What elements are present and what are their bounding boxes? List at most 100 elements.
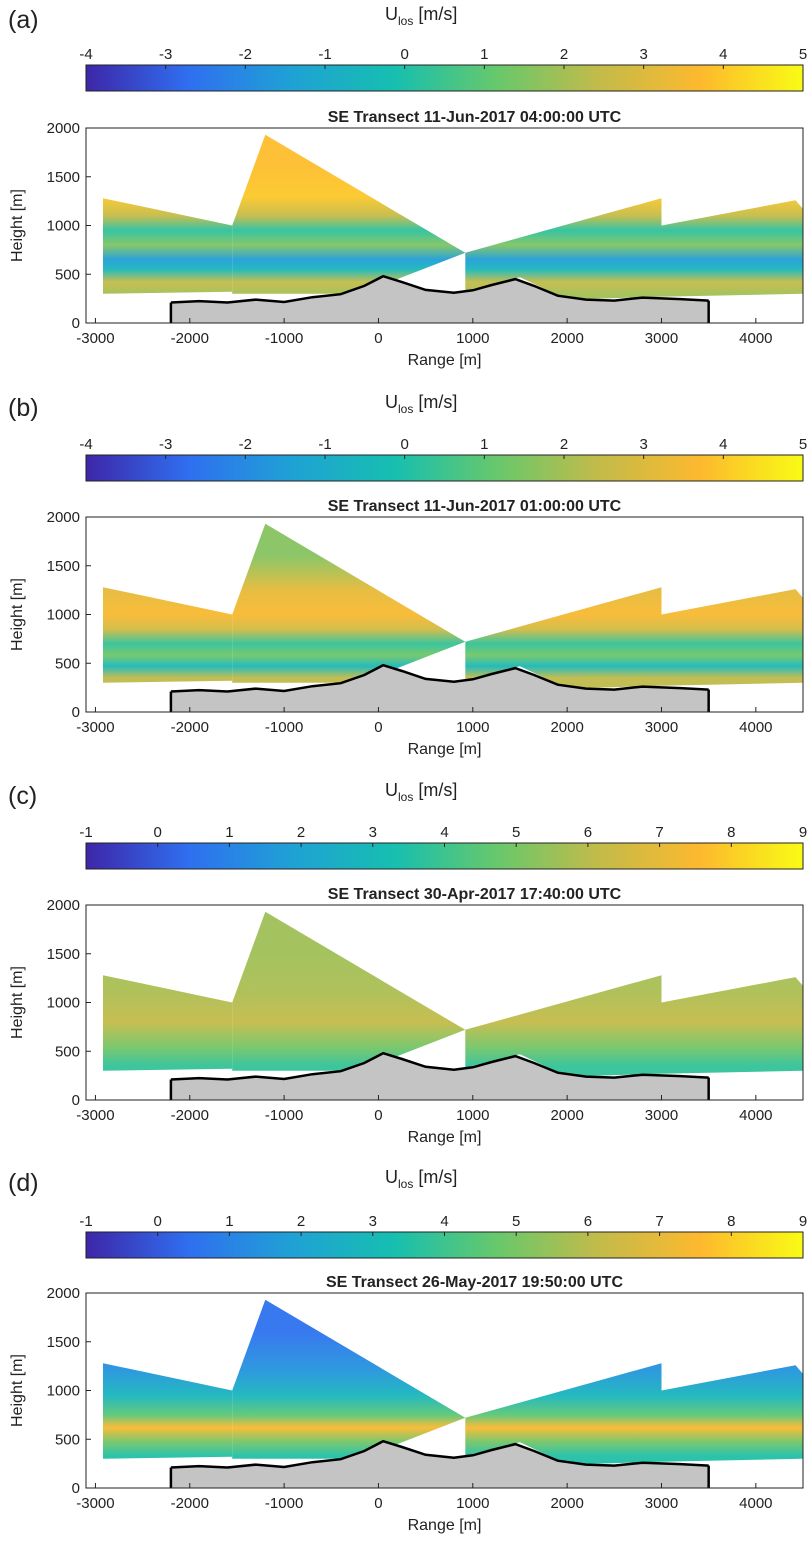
scan-sector bbox=[661, 1365, 803, 1462]
x-tick-label: -1000 bbox=[265, 1107, 303, 1124]
panel-label: (b) bbox=[8, 394, 39, 422]
x-tick-label: -2000 bbox=[171, 330, 209, 347]
colorbar-title: Ulos [m/s] bbox=[385, 1167, 457, 1191]
colorbar-tick-label: -1 bbox=[79, 1213, 92, 1230]
x-tick-label: 4000 bbox=[739, 1495, 772, 1512]
colorbar-tick-label: 1 bbox=[225, 824, 233, 841]
scan-sector bbox=[232, 1299, 466, 1459]
x-axis-label: Range [m] bbox=[408, 1517, 482, 1534]
colorbar-tick-label: 2 bbox=[297, 1213, 305, 1230]
y-tick-label: 1000 bbox=[47, 607, 80, 624]
y-axis-label: Height [m] bbox=[9, 189, 26, 262]
colorbar-tick-label: 8 bbox=[727, 1213, 735, 1230]
terrain bbox=[170, 1053, 709, 1100]
y-tick-label: 0 bbox=[72, 704, 80, 721]
scan-sector bbox=[661, 977, 803, 1074]
x-tick-label: 4000 bbox=[739, 1107, 772, 1124]
colorbar-tick-label: -1 bbox=[318, 436, 331, 453]
plot-title: SE Transect 26-May-2017 19:50:00 UTC bbox=[326, 1274, 623, 1291]
colorbar-tick-label: 3 bbox=[639, 436, 647, 453]
panel-d: (d) Ulos [m/s] -1 0 1 2 3 4 5 6 7 8 9 SE Transect 26-… bbox=[8, 1167, 807, 1534]
x-axis-label: Range [m] bbox=[408, 1129, 482, 1146]
y-tick-label: 1000 bbox=[47, 995, 80, 1012]
colorbar bbox=[85, 454, 804, 482]
colorbar-title: Ulos [m/s] bbox=[385, 780, 457, 804]
colorbar-tick-label: -1 bbox=[79, 824, 92, 841]
y-tick-label: 1500 bbox=[47, 558, 80, 575]
terrain-outline bbox=[170, 663, 709, 693]
colorbar-tick-label: 7 bbox=[655, 824, 663, 841]
panel-label: (c) bbox=[8, 782, 37, 810]
scan-sector bbox=[103, 587, 233, 683]
colorbar bbox=[85, 842, 804, 870]
colorbar-tick-label: 2 bbox=[560, 436, 568, 453]
x-tick-label: 4000 bbox=[739, 719, 772, 736]
x-tick-label: -2000 bbox=[171, 719, 209, 736]
colorbar bbox=[85, 64, 804, 92]
scan-sector bbox=[465, 198, 662, 300]
panel-a: (a) Ulos [m/s] -4 -3 -2 -1 0 1 2 3 4 5 SE Transect 1… bbox=[8, 4, 807, 369]
x-tick-label: 2000 bbox=[550, 1495, 583, 1512]
x-tick-label: 1000 bbox=[456, 719, 489, 736]
colorbar-tick-label: 0 bbox=[154, 824, 162, 841]
colorbar-tick-label: -2 bbox=[239, 436, 252, 453]
x-tick-label: 0 bbox=[374, 330, 382, 347]
colorbar-tick-label: 5 bbox=[512, 824, 520, 841]
y-tick-label: 0 bbox=[72, 315, 80, 332]
colorbar-tick-label: 3 bbox=[369, 1213, 377, 1230]
colorbar-tick-label: 6 bbox=[584, 824, 592, 841]
x-tick-label: 3000 bbox=[645, 1495, 678, 1512]
plot-title: SE Transect 11-Jun-2017 01:00:00 UTC bbox=[328, 498, 622, 515]
plot-title: SE Transect 11-Jun-2017 04:00:00 UTC bbox=[328, 109, 622, 126]
x-tick-label: -1000 bbox=[265, 1495, 303, 1512]
colorbar-tick-label: 5 bbox=[512, 1213, 520, 1230]
colorbar-tick-label: 7 bbox=[655, 1213, 663, 1230]
colorbar-tick-label: -4 bbox=[79, 436, 92, 453]
terrain-outline bbox=[170, 1051, 709, 1081]
y-tick-label: 1000 bbox=[47, 1383, 80, 1400]
x-tick-label: -3000 bbox=[76, 1495, 114, 1512]
x-tick-label: 2000 bbox=[550, 719, 583, 736]
colorbar-tick-label: -4 bbox=[79, 46, 92, 63]
x-tick-label: -1000 bbox=[265, 719, 303, 736]
terrain bbox=[170, 1441, 709, 1488]
colorbar-title: Ulos [m/s] bbox=[385, 392, 457, 416]
colorbar-tick-label: 4 bbox=[440, 1213, 448, 1230]
y-tick-label: 500 bbox=[55, 1431, 80, 1448]
colorbar-tick-label: 5 bbox=[799, 436, 807, 453]
y-axis-label: Height [m] bbox=[9, 966, 26, 1039]
colorbar-tick-label: 9 bbox=[799, 1213, 807, 1230]
x-tick-label: 1000 bbox=[456, 1107, 489, 1124]
colorbar-tick-label: 1 bbox=[480, 46, 488, 63]
x-tick-label: 3000 bbox=[645, 330, 678, 347]
colorbar-title: Ulos [m/s] bbox=[385, 4, 457, 28]
panel-label: (a) bbox=[8, 6, 39, 34]
colorbar-tick-label: -3 bbox=[159, 436, 172, 453]
colorbar-tick-label: 0 bbox=[400, 46, 408, 63]
x-tick-label: -3000 bbox=[76, 330, 114, 347]
x-tick-label: 2000 bbox=[550, 1107, 583, 1124]
terrain-outline bbox=[170, 274, 709, 304]
y-tick-label: 0 bbox=[72, 1092, 80, 1109]
colorbar-tick-label: 5 bbox=[799, 46, 807, 63]
x-tick-label: 0 bbox=[374, 1495, 382, 1512]
x-tick-label: 3000 bbox=[645, 719, 678, 736]
y-tick-label: 500 bbox=[55, 266, 80, 283]
scan-sector bbox=[465, 1363, 662, 1465]
colorbar-tick-label: -1 bbox=[318, 46, 331, 63]
colorbar-tick-label: 3 bbox=[369, 824, 377, 841]
y-tick-label: 500 bbox=[55, 655, 80, 672]
y-tick-label: 2000 bbox=[47, 120, 80, 137]
scan-sector bbox=[103, 975, 233, 1071]
x-axis-label: Range [m] bbox=[408, 352, 482, 369]
y-tick-label: 1000 bbox=[47, 218, 80, 235]
y-axis-label: Height [m] bbox=[9, 1354, 26, 1427]
colorbar-tick-label: 2 bbox=[560, 46, 568, 63]
terrain bbox=[170, 276, 709, 323]
y-tick-label: 1500 bbox=[47, 946, 80, 963]
x-tick-label: 3000 bbox=[645, 1107, 678, 1124]
y-tick-label: 2000 bbox=[47, 897, 80, 914]
colorbar-tick-label: 3 bbox=[639, 46, 647, 63]
terrain-outline bbox=[170, 1439, 709, 1469]
